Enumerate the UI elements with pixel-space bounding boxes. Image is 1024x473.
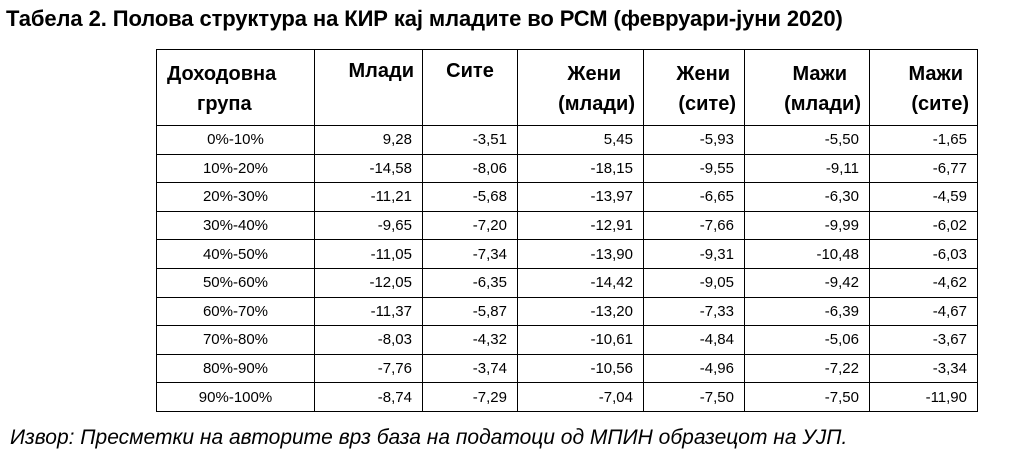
women-all-cell: -7,66	[643, 210, 745, 241]
table-title: Табела 2. Полова структура на КИР кај мл…	[6, 6, 843, 31]
women-young-cell: -7,04	[517, 382, 644, 412]
women-all-cell: -7,33	[643, 296, 745, 327]
table-row: 0%-10% 9,28 -3,51 5,45 -5,93 -5,50 -1,65	[156, 125, 978, 155]
men-young-cell: -5,50	[744, 125, 870, 155]
income-group-cell: 60%-70%	[156, 296, 315, 327]
income-group-cell: 10%-20%	[156, 153, 315, 184]
header-cell-women-all: Жени (сите)	[643, 49, 745, 126]
income-group-cell: 20%-30%	[156, 182, 315, 212]
income-group-cell: 70%-80%	[156, 325, 315, 355]
women-all-cell: -4,96	[643, 353, 745, 384]
table-row: 40%-50% -11,05 -7,34 -13,90 -9,31 -10,48…	[156, 239, 978, 269]
all-cell: -8,06	[422, 153, 518, 184]
table-row: 20%-30% -11,21 -5,68 -13,97 -6,65 -6,30 …	[156, 182, 978, 212]
men-all-cell: -11,90	[869, 382, 978, 412]
women-all-cell: -5,93	[643, 125, 745, 155]
data-table: Доходовна група Млади Сите Жени (млади) …	[156, 49, 978, 412]
men-young-cell: -6,39	[744, 296, 870, 327]
women-all-cell: -9,31	[643, 239, 745, 269]
all-cell: -5,87	[422, 296, 518, 327]
all-cell: -6,35	[422, 267, 518, 298]
header-cell-women-young: Жени (млади)	[517, 49, 644, 126]
women-young-cell: -13,90	[517, 239, 644, 269]
header-cell-men-all: Мажи (сите)	[869, 49, 978, 126]
source-note: Извор: Пресметки на авторите врз база на…	[10, 426, 848, 449]
header-cell-men-young: Мажи (млади)	[744, 49, 870, 126]
men-all-cell: -6,77	[869, 153, 978, 184]
men-all-cell: -6,03	[869, 239, 978, 269]
women-all-cell: -9,05	[643, 267, 745, 298]
all-cell: -7,34	[422, 239, 518, 269]
women-all-cell: -6,65	[643, 182, 745, 212]
men-young-cell: -5,06	[744, 325, 870, 355]
income-group-cell: 50%-60%	[156, 267, 315, 298]
men-young-cell: -9,11	[744, 153, 870, 184]
all-cell: -3,74	[422, 353, 518, 384]
income-group-cell: 90%-100%	[156, 382, 315, 412]
men-all-cell: -4,59	[869, 182, 978, 212]
header-cell-all: Сите	[422, 49, 518, 126]
women-all-cell: -4,84	[643, 325, 745, 355]
young-cell: -11,05	[314, 239, 423, 269]
header-cell-young: Млади	[314, 49, 423, 126]
men-all-cell: -3,67	[869, 325, 978, 355]
young-cell: -8,74	[314, 382, 423, 412]
table-row: 30%-40% -9,65 -7,20 -12,91 -7,66 -9,99 -…	[156, 210, 978, 241]
header-cell-income-group: Доходовна група	[156, 49, 315, 126]
income-group-cell: 40%-50%	[156, 239, 315, 269]
men-all-cell: -4,67	[869, 296, 978, 327]
men-all-cell: -3,34	[869, 353, 978, 384]
income-group-cell: 30%-40%	[156, 210, 315, 241]
women-young-cell: -18,15	[517, 153, 644, 184]
young-cell: -9,65	[314, 210, 423, 241]
men-all-cell: -6,02	[869, 210, 978, 241]
young-cell: -14,58	[314, 153, 423, 184]
young-cell: -11,37	[314, 296, 423, 327]
men-young-cell: -6,30	[744, 182, 870, 212]
men-young-cell: -9,42	[744, 267, 870, 298]
table-row: 90%-100% -8,74 -7,29 -7,04 -7,50 -7,50 -…	[156, 382, 978, 412]
young-cell: -7,76	[314, 353, 423, 384]
all-cell: -7,20	[422, 210, 518, 241]
all-cell: -3,51	[422, 125, 518, 155]
women-all-cell: -9,55	[643, 153, 745, 184]
women-young-cell: -10,56	[517, 353, 644, 384]
women-young-cell: 5,45	[517, 125, 644, 155]
young-cell: -11,21	[314, 182, 423, 212]
women-young-cell: -10,61	[517, 325, 644, 355]
all-cell: -5,68	[422, 182, 518, 212]
men-young-cell: -7,22	[744, 353, 870, 384]
table-row: 80%-90% -7,76 -3,74 -10,56 -4,96 -7,22 -…	[156, 353, 978, 384]
women-young-cell: -13,97	[517, 182, 644, 212]
all-cell: -7,29	[422, 382, 518, 412]
men-young-cell: -9,99	[744, 210, 870, 241]
young-cell: 9,28	[314, 125, 423, 155]
women-young-cell: -13,20	[517, 296, 644, 327]
men-young-cell: -7,50	[744, 382, 870, 412]
table-row: 10%-20% -14,58 -8,06 -18,15 -9,55 -9,11 …	[156, 153, 978, 184]
table-row: 50%-60% -12,05 -6,35 -14,42 -9,05 -9,42 …	[156, 267, 978, 298]
header-row: Доходовна група Млади Сите Жени (млади) …	[156, 49, 978, 126]
table-row: 70%-80% -8,03 -4,32 -10,61 -4,84 -5,06 -…	[156, 325, 978, 355]
table-row: 60%-70% -11,37 -5,87 -13,20 -7,33 -6,39 …	[156, 296, 978, 327]
men-all-cell: -4,62	[869, 267, 978, 298]
all-cell: -4,32	[422, 325, 518, 355]
income-group-cell: 0%-10%	[156, 125, 315, 155]
men-all-cell: -1,65	[869, 125, 978, 155]
women-young-cell: -14,42	[517, 267, 644, 298]
women-all-cell: -7,50	[643, 382, 745, 412]
income-group-cell: 80%-90%	[156, 353, 315, 384]
young-cell: -8,03	[314, 325, 423, 355]
young-cell: -12,05	[314, 267, 423, 298]
women-young-cell: -12,91	[517, 210, 644, 241]
men-young-cell: -10,48	[744, 239, 870, 269]
